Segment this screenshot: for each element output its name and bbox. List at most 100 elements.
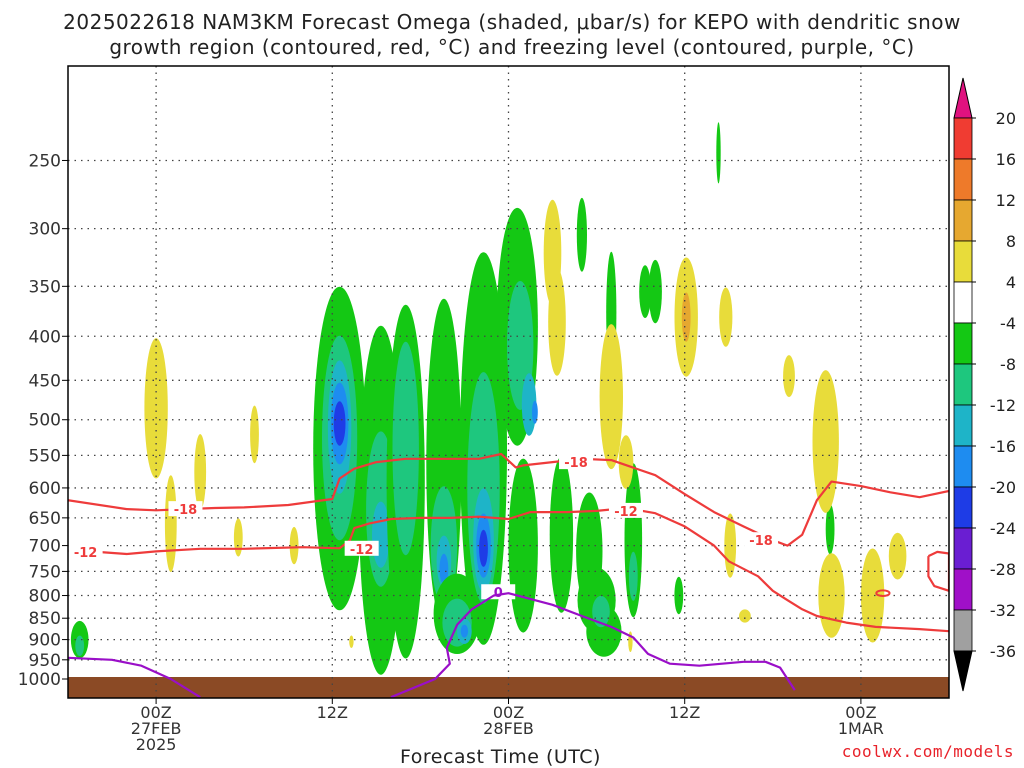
y-axis: 250 300 350 400 450 500 550 600 650 700 750 8008509… xyxy=(18,151,68,690)
dgz-contour-label-bg-1-1 xyxy=(344,540,379,556)
omega-area-4 xyxy=(164,475,177,572)
y-tick-label-700: 700 xyxy=(29,537,61,557)
dgz-contour-line-2 xyxy=(927,550,949,592)
colorbar-label-10: -24 xyxy=(990,519,1016,538)
omega-area-18 xyxy=(392,341,419,556)
omega-area-46 xyxy=(639,265,651,318)
x-tick-label-0-0: 00Z xyxy=(140,703,171,722)
y-tick-label-500: 500 xyxy=(29,411,61,431)
colorbar-label-2: 12 xyxy=(996,191,1016,210)
x-tick-label-4-0: 00Z xyxy=(845,703,876,722)
colorbar-label-6: -8 xyxy=(1000,355,1016,374)
colorbar-bin-6 xyxy=(953,363,973,406)
colorbar-label-8: -16 xyxy=(990,437,1016,456)
y-tick-label-750: 750 xyxy=(29,562,61,582)
colorbar-label-13: -36 xyxy=(990,642,1016,661)
y-tick-label-250: 250 xyxy=(29,151,61,171)
omega-shading-layer xyxy=(68,122,949,698)
colorbar-bin-8 xyxy=(953,445,973,488)
freezing-contour-label-bg-0-0 xyxy=(481,584,516,600)
omega-area-3 xyxy=(144,338,168,479)
colorbar: 20 16 12 8 4 -4 -8 -12 -16 -20 -24 -28 -32 -36 xyxy=(953,77,1016,692)
y-tick-label-1000: 1000 xyxy=(18,670,61,690)
omega-area-54 xyxy=(618,435,634,489)
colorbar-label-3: 8 xyxy=(1006,232,1016,251)
freezing-contour-line-1 xyxy=(390,592,796,698)
colorbar-label-7: -12 xyxy=(990,396,1016,415)
ground-surface xyxy=(68,677,949,698)
x-tick-label-3-0: 12Z xyxy=(669,703,700,722)
colorbar-bin-7 xyxy=(953,404,973,447)
colorbar-bin-5 xyxy=(953,322,973,365)
omega-area-2 xyxy=(75,635,85,656)
dgz-contour-label-0-0: -18 xyxy=(174,503,198,518)
colorbar-top-arrow xyxy=(953,77,973,119)
omega-area-53 xyxy=(599,324,623,470)
colorbar-bin-2 xyxy=(953,199,973,242)
omega-area-6 xyxy=(250,405,259,464)
chart-title-line1: 2025022618 NAM3KM Forecast Omega (shaded… xyxy=(63,10,961,34)
omega-area-35 xyxy=(532,400,538,424)
dgz-contour-label-bg-0-2 xyxy=(744,532,779,548)
omega-area-49 xyxy=(716,122,721,184)
dgz-contour-label-bg-1-0 xyxy=(68,543,103,559)
colorbar-label-12: -32 xyxy=(990,601,1016,620)
omega-area-52 xyxy=(548,268,566,376)
colorbar-label-11: -28 xyxy=(990,560,1016,579)
omega-area-63 xyxy=(818,553,845,638)
y-tick-label-650: 650 xyxy=(29,509,61,529)
y-tick-label-350: 350 xyxy=(29,277,61,297)
omega-area-62 xyxy=(812,370,839,513)
y-tick-label-800: 800 xyxy=(29,587,61,607)
omega-area-61 xyxy=(783,355,795,398)
colorbar-bin-1 xyxy=(953,158,973,201)
omega-area-65 xyxy=(888,532,907,580)
y-tick-label-550: 550 xyxy=(29,446,61,466)
omega-area-47 xyxy=(648,259,662,324)
omega-area-22 xyxy=(439,553,449,585)
dgz-contour-label-bg-0-1 xyxy=(559,454,594,470)
omega-area-48 xyxy=(674,576,684,615)
omega-area-37 xyxy=(549,456,574,613)
contour-layer: -18-18-18-12 -12-120 xyxy=(68,452,949,698)
dgz-contour-label-bg-1-2 xyxy=(608,502,643,518)
omega-area-66 xyxy=(349,635,354,648)
omega-area-7 xyxy=(233,518,243,557)
dgz-contour-label-bg-0-0 xyxy=(168,501,203,517)
omega-area-34 xyxy=(521,373,537,436)
dgz-contour-line-1 xyxy=(68,506,949,633)
colorbar-bin-4 xyxy=(953,281,973,324)
omega-area-56 xyxy=(681,292,691,342)
colorbar-bin-11 xyxy=(953,568,973,611)
x-tick-label-1-0: 12Z xyxy=(317,703,348,722)
omega-area-50 xyxy=(825,504,835,555)
omega-area-59 xyxy=(724,513,737,578)
colorbar-bin-9 xyxy=(953,486,973,529)
freezing-contour-line-0 xyxy=(68,656,201,698)
colorbar-bottom-arrow xyxy=(953,650,973,692)
omega-area-44 xyxy=(576,197,588,272)
y-tick-label-600: 600 xyxy=(29,479,61,499)
omega-area-26 xyxy=(460,624,469,638)
credit-text[interactable]: coolwx.com/models xyxy=(841,742,1014,761)
omega-area-13 xyxy=(333,401,346,446)
colorbar-label-4: 4 xyxy=(1006,273,1016,292)
dgz-contour-label-1-2: -12 xyxy=(614,505,638,520)
omega-area-8 xyxy=(289,526,299,565)
dgz-contour-line-0 xyxy=(68,452,949,547)
y-tick-label-300: 300 xyxy=(29,220,61,240)
omega-area-42 xyxy=(624,463,643,618)
colorbar-label-0: 20 xyxy=(996,109,1016,128)
y-tick-label-900: 900 xyxy=(29,631,61,651)
y-tick-label-450: 450 xyxy=(29,371,61,391)
omega-area-43 xyxy=(628,551,638,601)
omega-area-5 xyxy=(194,434,207,510)
y-tick-label-850: 850 xyxy=(29,609,61,629)
dgz-contour-label-0-1: -18 xyxy=(564,456,588,471)
colorbar-bin-10 xyxy=(953,527,973,570)
y-tick-label-400: 400 xyxy=(29,327,61,347)
x-tick-label-2-1: 28FEB xyxy=(483,719,534,738)
x-tick-label-0-2: 2025 xyxy=(136,735,177,754)
